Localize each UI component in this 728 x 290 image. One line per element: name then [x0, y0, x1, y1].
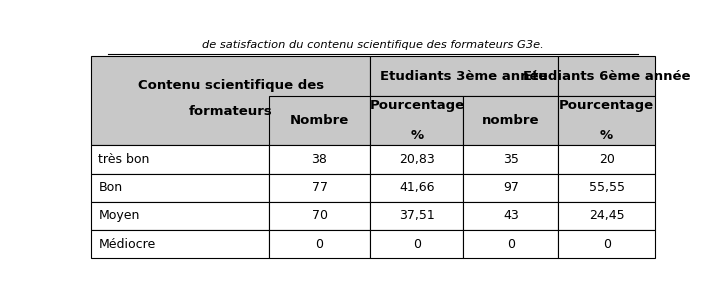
Polygon shape	[91, 230, 269, 258]
Text: 0: 0	[603, 238, 611, 251]
Text: Pourcentage

%: Pourcentage %	[559, 99, 654, 142]
Text: très bon: très bon	[98, 153, 150, 166]
Polygon shape	[464, 96, 558, 145]
Polygon shape	[91, 145, 269, 174]
Text: 97: 97	[503, 181, 519, 194]
Polygon shape	[464, 145, 558, 174]
Text: Médiocre: Médiocre	[98, 238, 156, 251]
Text: 24,45: 24,45	[589, 209, 625, 222]
Text: Pourcentage

%: Pourcentage %	[369, 99, 464, 142]
Polygon shape	[464, 202, 558, 230]
Polygon shape	[371, 145, 464, 174]
Polygon shape	[371, 174, 464, 202]
Polygon shape	[371, 230, 464, 258]
Polygon shape	[371, 56, 558, 96]
Text: 20: 20	[598, 153, 614, 166]
Text: formateurs: formateurs	[189, 105, 272, 118]
Text: nombre: nombre	[482, 114, 539, 127]
Text: Etudiants 3ème année: Etudiants 3ème année	[381, 70, 548, 83]
Polygon shape	[464, 174, 558, 202]
Text: 43: 43	[503, 209, 518, 222]
Text: Nombre: Nombre	[290, 114, 349, 127]
Polygon shape	[269, 96, 371, 145]
Text: 70: 70	[312, 209, 328, 222]
Text: de satisfaction du contenu scientifique des formateurs G3e.: de satisfaction du contenu scientifique …	[202, 40, 544, 50]
Text: Bon: Bon	[98, 181, 122, 194]
Polygon shape	[464, 230, 558, 258]
Polygon shape	[558, 174, 655, 202]
Polygon shape	[371, 96, 464, 145]
Polygon shape	[371, 202, 464, 230]
Polygon shape	[269, 174, 371, 202]
Polygon shape	[558, 56, 655, 96]
Text: 38: 38	[312, 153, 328, 166]
Polygon shape	[269, 230, 371, 258]
Text: Moyen: Moyen	[98, 209, 140, 222]
Text: 35: 35	[503, 153, 519, 166]
Text: 55,55: 55,55	[589, 181, 625, 194]
Polygon shape	[269, 202, 371, 230]
Text: 0: 0	[315, 238, 323, 251]
Polygon shape	[558, 230, 655, 258]
Polygon shape	[91, 56, 371, 145]
Text: Etudiants 6ème année: Etudiants 6ème année	[523, 70, 690, 83]
Text: 0: 0	[413, 238, 421, 251]
Text: 41,66: 41,66	[399, 181, 435, 194]
Text: Contenu scientifique des: Contenu scientifique des	[138, 79, 324, 92]
Polygon shape	[91, 202, 269, 230]
Polygon shape	[558, 202, 655, 230]
Polygon shape	[269, 145, 371, 174]
Polygon shape	[558, 145, 655, 174]
Text: 37,51: 37,51	[399, 209, 435, 222]
Text: 20,83: 20,83	[399, 153, 435, 166]
Polygon shape	[558, 96, 655, 145]
Text: 0: 0	[507, 238, 515, 251]
Polygon shape	[91, 174, 269, 202]
Text: 77: 77	[312, 181, 328, 194]
